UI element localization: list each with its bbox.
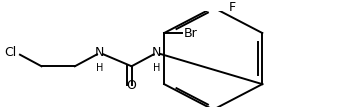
Text: Br: Br xyxy=(184,27,198,40)
Text: F: F xyxy=(229,1,236,14)
Text: N: N xyxy=(95,46,104,59)
Text: Cl: Cl xyxy=(4,46,17,59)
Text: H: H xyxy=(153,63,160,73)
Text: O: O xyxy=(127,79,137,92)
Text: N: N xyxy=(152,46,161,59)
Text: H: H xyxy=(96,63,103,73)
